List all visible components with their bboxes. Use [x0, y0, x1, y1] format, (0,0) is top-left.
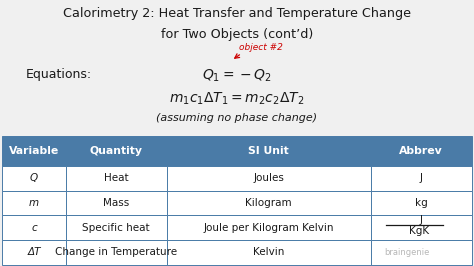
Text: Mass: Mass: [103, 198, 129, 208]
Text: Equations:: Equations:: [26, 68, 92, 81]
Text: Abbrev: Abbrev: [399, 146, 443, 156]
Text: Kilogram: Kilogram: [246, 198, 292, 208]
Text: KgK: KgK: [409, 226, 429, 236]
Text: SI Unit: SI Unit: [248, 146, 289, 156]
Text: kg: kg: [415, 198, 428, 208]
Text: c: c: [31, 223, 37, 233]
Text: braingenie: braingenie: [384, 248, 429, 257]
Text: Joules: Joules: [253, 173, 284, 183]
Text: m: m: [29, 198, 39, 208]
Text: Change in Temperature: Change in Temperature: [55, 247, 177, 257]
Text: (assuming no phase change): (assuming no phase change): [156, 113, 318, 123]
Text: Joule per Kilogram Kelvin: Joule per Kilogram Kelvin: [203, 223, 334, 233]
Text: for Two Objects (cont’d): for Two Objects (cont’d): [161, 28, 313, 41]
Text: J: J: [419, 215, 423, 225]
Text: Q: Q: [30, 173, 38, 183]
Text: $Q_1 = -Q_2$: $Q_1 = -Q_2$: [202, 68, 272, 84]
Text: J: J: [419, 173, 423, 183]
Text: object #2: object #2: [239, 43, 283, 52]
Text: ΔT: ΔT: [27, 247, 41, 257]
Text: Specific heat: Specific heat: [82, 223, 150, 233]
Text: Quantity: Quantity: [90, 146, 143, 156]
Text: Heat: Heat: [104, 173, 128, 183]
Text: Kelvin: Kelvin: [253, 247, 284, 257]
Text: $m_1c_1\Delta T_1 = m_2c_2\Delta T_2$: $m_1c_1\Delta T_1 = m_2c_2\Delta T_2$: [169, 90, 305, 107]
Text: Calorimetry 2: Heat Transfer and Temperature Change: Calorimetry 2: Heat Transfer and Tempera…: [63, 7, 411, 20]
Text: Variable: Variable: [9, 146, 59, 156]
